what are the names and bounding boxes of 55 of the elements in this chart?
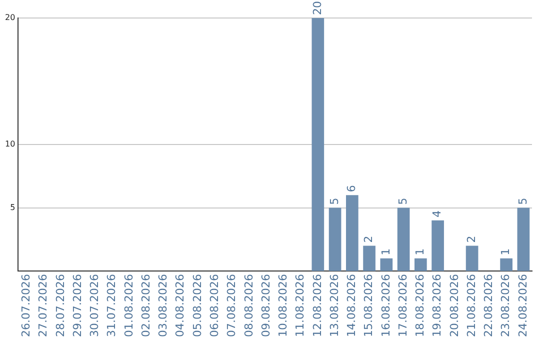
x-tick-label: 05.08.2026 [190,274,204,338]
x-tick-label: 29.07.2026 [70,274,84,338]
data-label: 1 [379,248,392,256]
x-tick-label: 16.08.2026 [379,274,392,338]
bar [346,195,358,272]
x-tick-label: 04.08.2026 [174,274,187,338]
x-tick-label: 19.08.2026 [430,274,444,338]
x-tick-label: 08.08.2026 [242,274,256,338]
bar [380,258,393,272]
x-tick-label: 06.08.2026 [208,274,222,338]
x-tick-label: 23.08.2026 [499,274,512,338]
x-tick-label: 03.08.2026 [156,274,170,338]
bar [432,220,444,272]
x-tick-label: 17.08.2026 [396,274,410,338]
bar [500,258,512,272]
x-tick-label: 02.08.2026 [139,274,152,338]
x-tick-label: 30.07.2026 [88,274,102,338]
x-tick-label: 22.08.2026 [482,274,496,338]
x-tick-label: 14.08.2026 [345,274,358,338]
data-label: 5 [516,198,530,205]
x-tick-label: 20.08.2026 [448,274,461,338]
data-label: 4 [430,210,444,218]
x-tick-label: 15.08.2026 [362,274,376,338]
bar [517,208,530,272]
data-label: 1 [414,248,427,256]
x-tick-label: 31.07.2026 [105,274,118,338]
bar [312,18,324,272]
bar [363,246,376,272]
data-label: 1 [499,248,512,256]
x-tick-label: 28.07.2026 [54,274,67,338]
x-tick-label: 09.08.2026 [259,274,272,338]
y-tick-label: 10 [4,140,16,149]
data-label: 2 [362,236,376,243]
x-tick-label: 27.07.2026 [36,274,50,338]
bar [397,208,410,272]
data-label: 5 [396,198,410,205]
x-tick-label: 11.08.2026 [294,274,307,338]
y-tick-label: 5 [10,202,16,212]
x-tick-label: 13.08.2026 [328,274,341,338]
data-label: 2 [464,236,478,243]
bar [466,246,478,272]
x-tick-label: 26.07.2026 [20,274,33,338]
x-tick-label: 01.08.2026 [122,274,136,338]
x-tick-label: 10.08.2026 [276,274,290,338]
y-tick-label: 20 [4,13,16,22]
bar [328,208,342,272]
bar [414,258,427,272]
data-label: 6 [345,185,358,192]
x-tick-label: 12.08.2026 [310,274,324,338]
data-label: 5 [328,198,341,205]
x-tick-label: 07.08.2026 [225,274,238,338]
x-tick-label: 18.08.2026 [414,274,427,338]
data-label: 20 [310,1,324,15]
x-tick-label: 24.08.2026 [516,274,530,338]
x-tick-label: 21.08.2026 [464,274,478,338]
